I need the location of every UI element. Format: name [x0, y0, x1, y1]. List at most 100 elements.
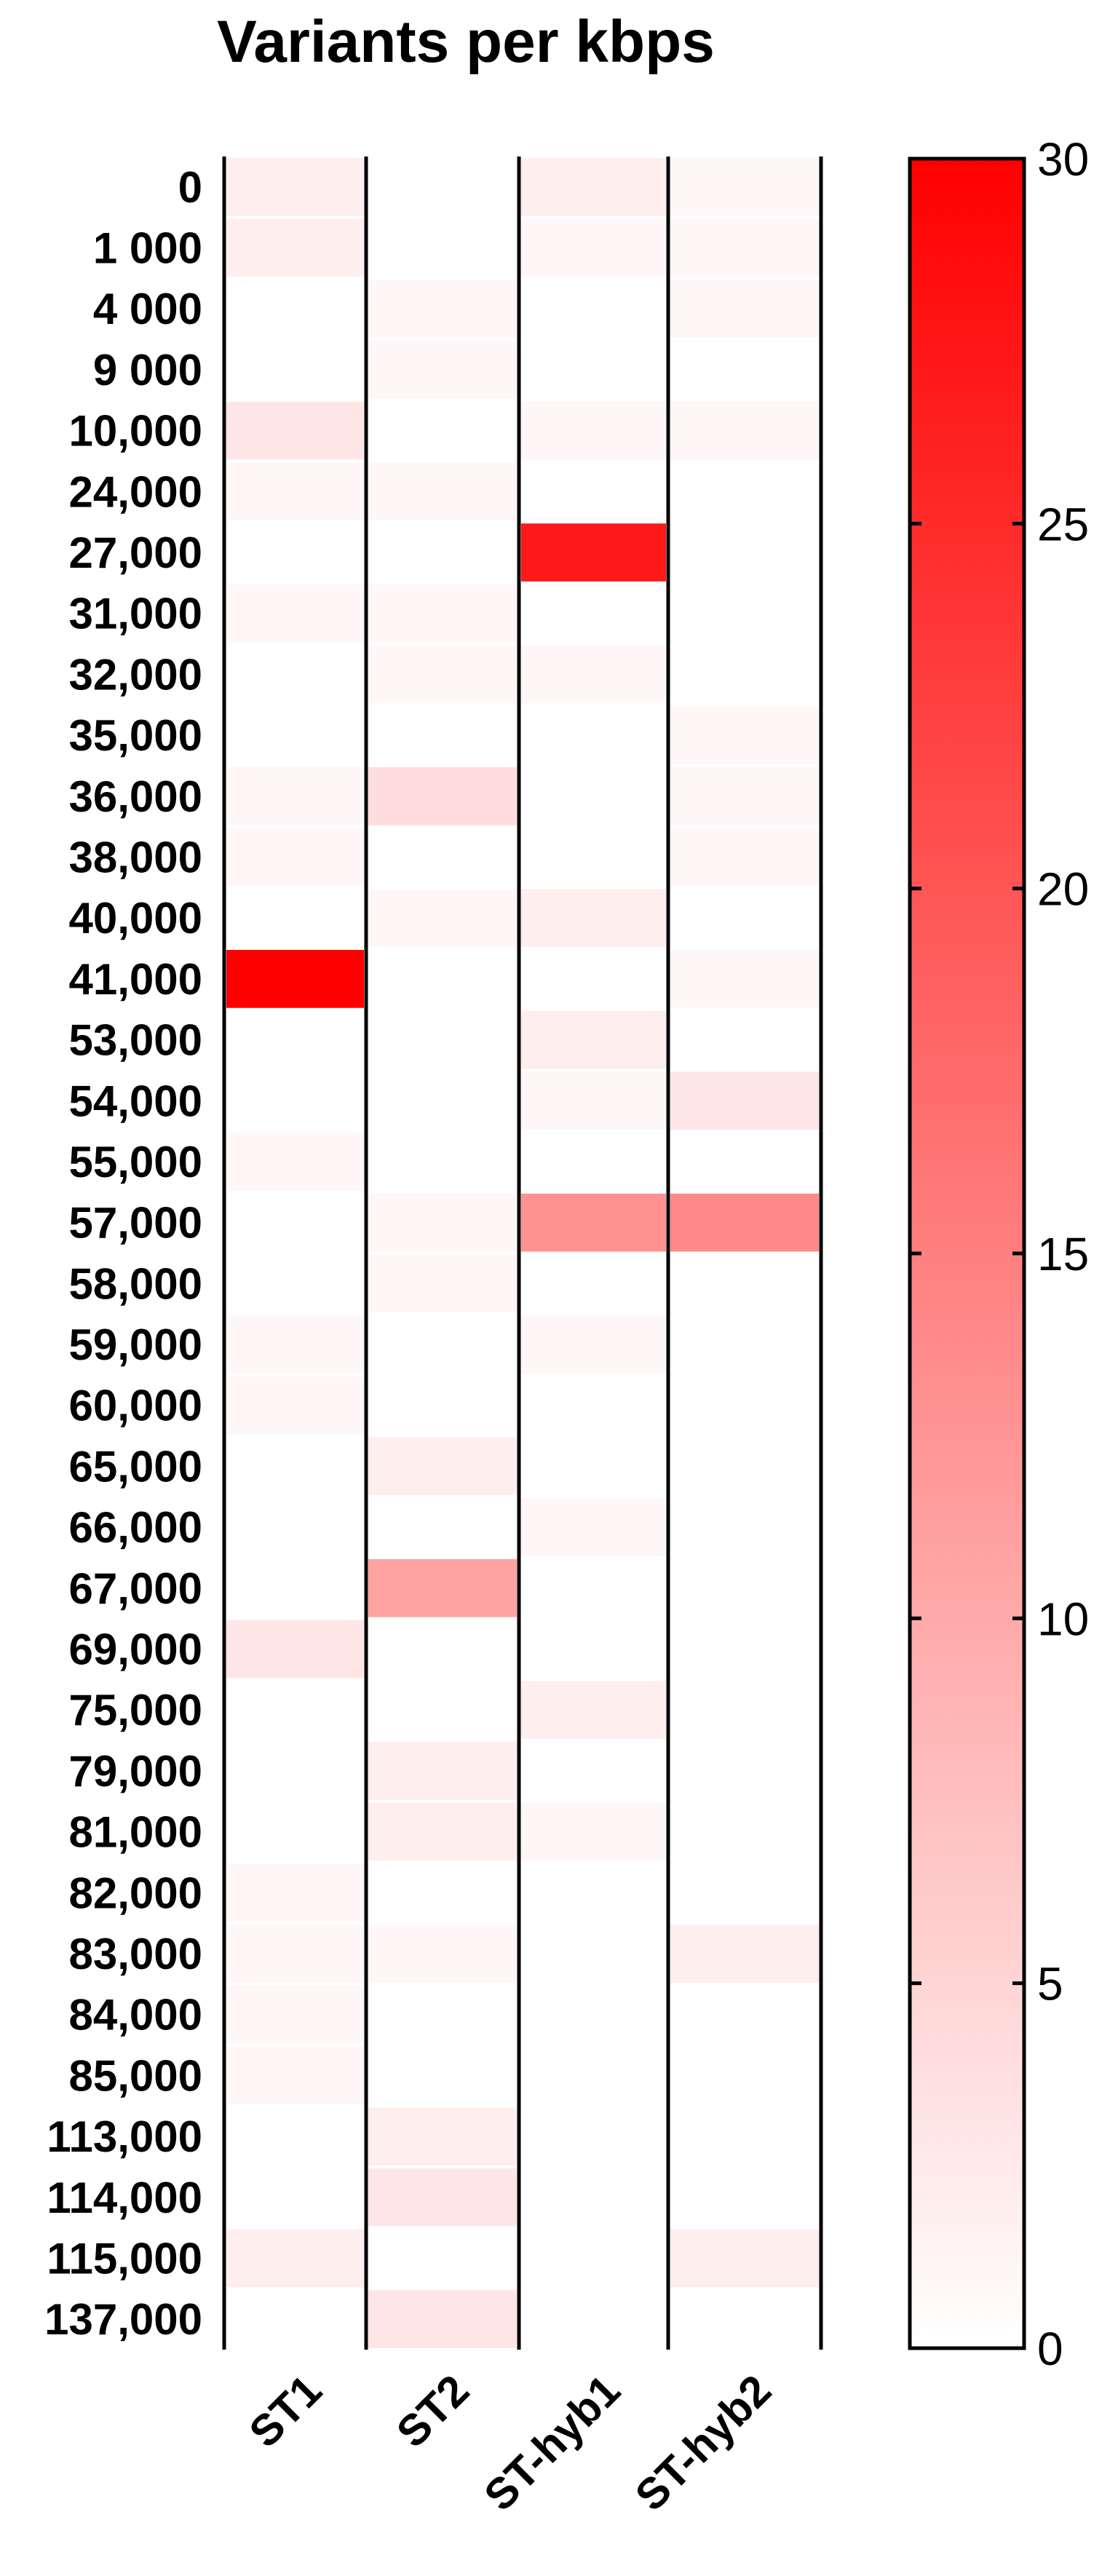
heatmap-cell — [226, 1193, 364, 1252]
heatmap-cell — [368, 2046, 517, 2105]
heatmap-cell — [368, 401, 517, 460]
heatmap-cell — [226, 645, 364, 704]
colorbar-tick-label: 25 — [1037, 498, 1089, 550]
row-label: 75,000 — [68, 1686, 202, 1735]
heatmap-cell — [226, 950, 364, 1008]
colorbar-gradient — [908, 156, 1026, 2350]
row-label: 82,000 — [68, 1868, 202, 1917]
heatmap-cell — [521, 523, 666, 582]
heatmap-cell — [521, 1315, 666, 1374]
heatmap-cell — [521, 1802, 666, 1861]
heatmap-cell — [368, 1010, 517, 1069]
heatmap-cell — [521, 1193, 666, 1252]
row-label: 10,000 — [68, 407, 202, 456]
heatmap-cell — [368, 1985, 517, 2044]
heatmap-cell — [521, 2046, 666, 2105]
row-label: 35,000 — [68, 711, 202, 760]
heatmap-cell — [521, 1133, 666, 1191]
heatmap-cell — [226, 1742, 364, 1800]
row-label: 67,000 — [68, 1564, 202, 1613]
heatmap-cell — [368, 889, 517, 948]
heatmap-cell — [521, 158, 666, 216]
heatmap-cell — [521, 950, 666, 1008]
heatmap-cell — [226, 341, 364, 399]
heatmap-cell — [226, 1863, 364, 1922]
row-label: 84,000 — [68, 1991, 202, 2040]
heatmap-cell — [670, 1254, 819, 1313]
heatmap-cell — [670, 645, 819, 704]
heatmap-cell — [368, 1193, 517, 1252]
row-label: 31,000 — [68, 590, 202, 638]
colorbar-tick-label: 5 — [1037, 1958, 1063, 2010]
heatmap-cell — [226, 1925, 364, 1983]
heatmap-cell — [670, 584, 819, 643]
heatmap-cell — [226, 706, 364, 764]
heatmap-cell — [670, 1010, 819, 1069]
heatmap-cell — [521, 706, 666, 764]
heatmap-cell — [521, 1437, 666, 1496]
heatmap-cell — [670, 1925, 819, 1983]
heatmap-cell — [368, 158, 517, 216]
heatmap-cell — [670, 766, 819, 825]
heatmap-cell — [670, 706, 819, 764]
heatmap-cell — [226, 1315, 364, 1374]
row-label: 38,000 — [68, 833, 202, 881]
heatmap-cell — [521, 2290, 666, 2348]
heatmap-cell — [670, 1437, 819, 1496]
heatmap-grid — [222, 156, 823, 2350]
heatmap-cell — [368, 1437, 517, 1496]
heatmap-cell — [368, 706, 517, 764]
heatmap-cells — [226, 158, 819, 2348]
heatmap-cell — [226, 1498, 364, 1556]
row-label: 81,000 — [68, 1808, 202, 1857]
heatmap-cell — [670, 1498, 819, 1556]
heatmap-cell — [226, 1437, 364, 1496]
heatmap-cell — [670, 218, 819, 277]
heatmap-cell — [521, 1010, 666, 1069]
heatmap-cell — [670, 2046, 819, 2105]
heatmap-cell — [521, 1376, 666, 1435]
heatmap-cell — [368, 1863, 517, 1922]
row-label: 66,000 — [68, 1503, 202, 1552]
heatmap-cell — [368, 1925, 517, 1983]
heatmap-cell — [521, 462, 666, 521]
heatmap-cell — [670, 523, 819, 582]
heatmap-cell — [521, 828, 666, 887]
heatmap-cell — [521, 1681, 666, 1740]
heatmap-cell — [670, 1802, 819, 1861]
row-label: 85,000 — [68, 2051, 202, 2100]
row-label: 114,000 — [47, 2173, 202, 2222]
row-label: 137,000 — [44, 2295, 202, 2344]
heatmap-cell — [368, 1558, 517, 1617]
row-label: 40,000 — [68, 894, 202, 943]
heatmap-cell — [226, 523, 364, 582]
colorbar-tick-label: 30 — [1037, 133, 1089, 186]
heatmap-cell — [521, 218, 666, 277]
heatmap-cell — [670, 950, 819, 1008]
heatmap-cell — [670, 280, 819, 338]
colorbar-tick-label: 10 — [1037, 1593, 1089, 1645]
heatmap-cell — [226, 1010, 364, 1069]
heatmap-cell — [521, 2229, 666, 2288]
heatmap-cell — [670, 462, 819, 521]
row-label: 60,000 — [68, 1382, 202, 1430]
heatmap-cell — [226, 1802, 364, 1861]
heatmap-cell — [368, 280, 517, 338]
heatmap-cell — [521, 2168, 666, 2227]
heatmap-cell — [368, 2168, 517, 2227]
heatmap-cell — [368, 1620, 517, 1679]
heatmap-cell — [670, 1558, 819, 1617]
heatmap-cell — [368, 523, 517, 582]
heatmap-cell — [368, 1498, 517, 1556]
heatmap-cell — [226, 828, 364, 887]
heatmap-cell — [226, 2046, 364, 2105]
colorbar: 0 5 10 15 20 25 30 — [908, 133, 1089, 2375]
heatmap-cell — [521, 1742, 666, 1800]
heatmap-cell — [226, 1985, 364, 2044]
row-labels: 0 1 000 4 000 9 000 10,000 24,000 27,000 31,000… — [44, 163, 202, 2344]
row-label: 115,000 — [47, 2234, 202, 2283]
heatmap-cell — [670, 1071, 819, 1130]
row-label: 27,000 — [68, 528, 202, 577]
heatmap-cell — [226, 280, 364, 338]
